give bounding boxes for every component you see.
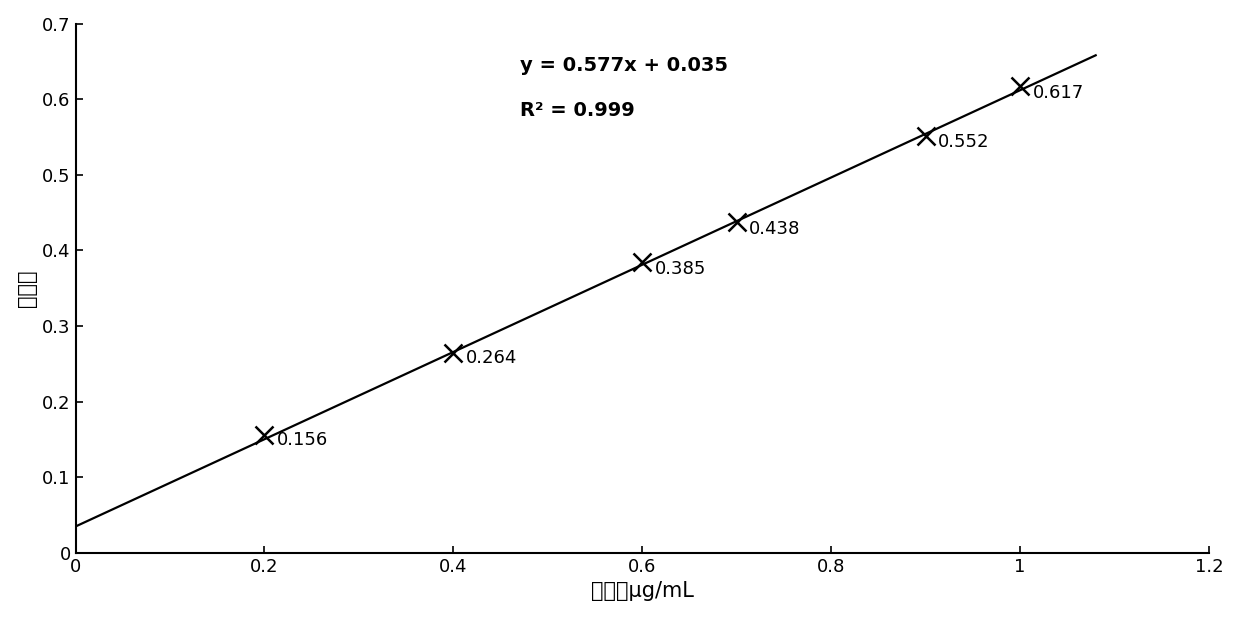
Text: 0.438: 0.438	[749, 219, 800, 237]
Text: y = 0.577x + 0.035: y = 0.577x + 0.035	[520, 56, 728, 75]
X-axis label: 磷浓度μg/mL: 磷浓度μg/mL	[591, 582, 693, 601]
Text: 0.385: 0.385	[655, 260, 706, 277]
Text: 0.552: 0.552	[937, 133, 990, 151]
Text: 0.617: 0.617	[1033, 84, 1084, 102]
Text: 0.156: 0.156	[277, 431, 329, 449]
Text: 0.264: 0.264	[466, 349, 517, 367]
Text: R² = 0.999: R² = 0.999	[520, 101, 635, 120]
Y-axis label: 吸光度: 吸光度	[16, 269, 37, 307]
